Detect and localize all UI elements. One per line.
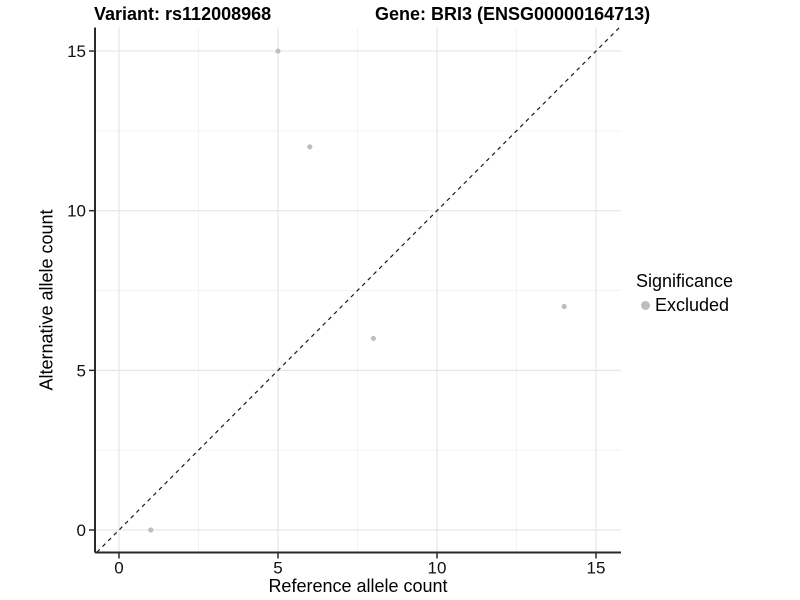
legend: Significance Excluded [636,270,733,316]
identity-reference-line [95,27,621,553]
legend-item: Excluded [641,295,733,316]
data-point [275,48,281,54]
x-tick-label: 15 [587,559,606,578]
plot-title-variant: Variant: rs112008968 [94,4,272,24]
data-point [370,335,376,342]
legend-items: Excluded [636,295,733,316]
data-point [148,527,154,533]
y-tick-label: 0 [77,521,86,540]
legend-marker-circle-icon [641,301,650,310]
y-axis-title: Alternative allele count [36,209,57,391]
y-tick-label: 10 [67,202,86,221]
y-tick-label: 15 [67,42,86,61]
legend-title: Significance [636,271,734,291]
x-tick-label: 10 [428,559,447,578]
x-tick-label: 0 [114,559,123,578]
x-axis-title: Reference allele count [268,576,448,596]
legend-item-label: Excluded [655,295,730,315]
x-tick-label: 5 [273,559,282,578]
plot-title-gene: Gene: BRI3 (ENSG00000164713) [375,4,651,24]
data-point [561,303,567,310]
y-tick-label: 5 [77,361,86,380]
data-point [307,144,313,150]
